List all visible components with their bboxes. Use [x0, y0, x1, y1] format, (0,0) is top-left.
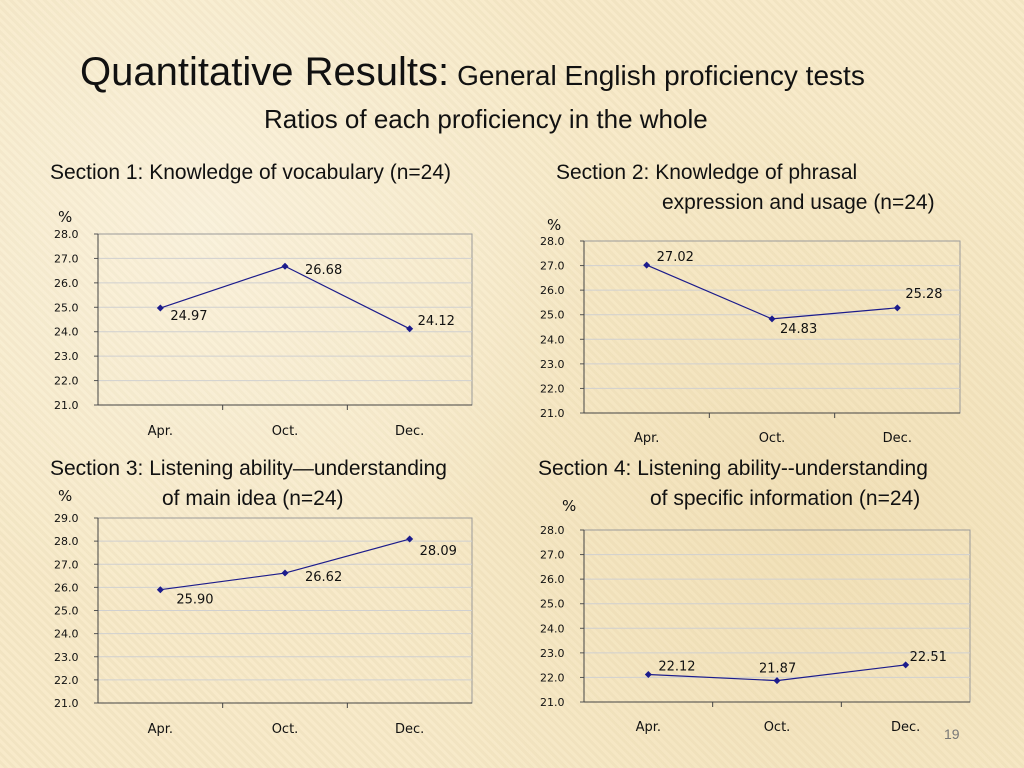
data-label: 25.28 [905, 287, 942, 302]
y-tick-label: 26.0 [54, 277, 79, 290]
y-unit-label: % [562, 497, 576, 515]
y-tick-label: 27.0 [54, 558, 79, 571]
data-label: 22.51 [910, 650, 947, 665]
data-point [281, 262, 289, 270]
section-2-title-line-2: expression and usage (n=24) [662, 191, 935, 214]
y-tick-label: 27.0 [540, 260, 565, 273]
y-tick-label: 21.0 [54, 697, 79, 710]
data-label: 21.87 [759, 662, 796, 677]
slide-title-main: Quantitative Results: [80, 50, 450, 94]
section-3-title-line-2: of main idea (n=24) [162, 487, 344, 510]
y-tick-label: 28.0 [540, 235, 565, 248]
y-tick-label: 25.0 [540, 598, 565, 611]
y-tick-label: 23.0 [54, 350, 79, 363]
x-category-label: Dec. [395, 424, 424, 439]
data-point [156, 304, 164, 312]
y-tick-label: 28.0 [54, 535, 79, 548]
y-tick-label: 29.0 [54, 512, 79, 525]
y-tick-label: 24.0 [540, 622, 565, 635]
y-tick-label: 27.0 [54, 252, 79, 265]
data-point [643, 261, 651, 269]
x-category-label: Oct. [272, 424, 299, 439]
y-tick-label: 22.0 [540, 382, 565, 395]
section-1-title-line-1: Section 1: Knowledge of vocabulary (n=24… [50, 161, 451, 184]
y-unit-label: % [58, 208, 72, 226]
x-category-label: Apr. [148, 424, 173, 439]
y-tick-label: 21.0 [54, 399, 79, 412]
data-label: 26.68 [305, 263, 342, 278]
section-2-title-line-1: Section 2: Knowledge of phrasal [556, 161, 858, 184]
data-point [406, 535, 414, 543]
y-tick-label: 26.0 [54, 581, 79, 594]
page-number: 19 [944, 726, 960, 742]
y-tick-label: 23.0 [540, 358, 565, 371]
y-tick-label: 22.0 [540, 671, 565, 684]
y-unit-label: % [547, 216, 561, 234]
y-tick-label: 26.0 [540, 573, 565, 586]
data-label: 27.02 [657, 250, 694, 265]
data-point [644, 670, 652, 678]
slide-title-suffix: General English proficiency tests [457, 60, 865, 91]
data-label: 26.62 [305, 570, 342, 585]
y-tick-label: 23.0 [54, 651, 79, 664]
data-point [406, 325, 414, 333]
x-category-label: Oct. [764, 720, 791, 735]
y-tick-label: 26.0 [540, 284, 565, 297]
y-tick-label: 22.0 [54, 674, 79, 687]
x-category-label: Apr. [148, 722, 173, 737]
data-label: 24.83 [780, 322, 817, 337]
x-category-label: Dec. [891, 720, 920, 735]
data-label: 22.12 [658, 659, 695, 674]
section-3-title-line-1: Section 3: Listening ability—understandi… [50, 457, 447, 480]
y-tick-label: 25.0 [54, 301, 79, 314]
y-tick-label: 24.0 [540, 333, 565, 346]
x-category-label: Apr. [634, 431, 659, 446]
y-tick-label: 28.0 [54, 228, 79, 241]
slide-title: Quantitative Results: General English pro… [80, 50, 865, 95]
y-tick-label: 25.0 [54, 605, 79, 618]
data-label: 24.97 [170, 309, 207, 324]
y-tick-label: 24.0 [54, 628, 79, 641]
data-point [773, 677, 781, 685]
y-tick-label: 28.0 [540, 524, 565, 537]
slide-subtitle: Ratios of each proficiency in the whole [264, 104, 708, 134]
x-category-label: Apr. [636, 720, 661, 735]
section-3-title: Section 3: Listening ability—understandi… [50, 454, 447, 514]
y-tick-label: 22.0 [54, 375, 79, 388]
section-4-title-line-1: Section 4: Listening ability--understand… [538, 457, 928, 480]
data-point [281, 569, 289, 577]
section-1-title: Section 1: Knowledge of vocabulary (n=24… [50, 158, 451, 188]
x-category-label: Oct. [759, 431, 786, 446]
x-category-label: Dec. [883, 431, 912, 446]
x-category-label: Oct. [272, 722, 299, 737]
data-point [156, 586, 164, 594]
data-label: 25.90 [176, 593, 213, 608]
data-point [893, 304, 901, 312]
section-2-title: Section 2: Knowledge of phrasal expressi… [556, 158, 935, 218]
data-point [768, 315, 776, 323]
data-label: 24.12 [418, 314, 455, 329]
y-tick-label: 27.0 [540, 549, 565, 562]
y-tick-label: 23.0 [540, 647, 565, 660]
data-point [902, 661, 910, 669]
y-tick-label: 21.0 [540, 407, 565, 420]
x-category-label: Dec. [395, 722, 424, 737]
section-4-title: Section 4: Listening ability--understand… [538, 454, 928, 514]
y-tick-label: 24.0 [54, 326, 79, 339]
y-unit-label: % [58, 487, 72, 505]
y-tick-label: 25.0 [540, 309, 565, 322]
section-4-title-line-2: of specific information (n=24) [650, 487, 921, 510]
y-tick-label: 21.0 [540, 696, 565, 709]
data-label: 28.09 [420, 544, 457, 559]
